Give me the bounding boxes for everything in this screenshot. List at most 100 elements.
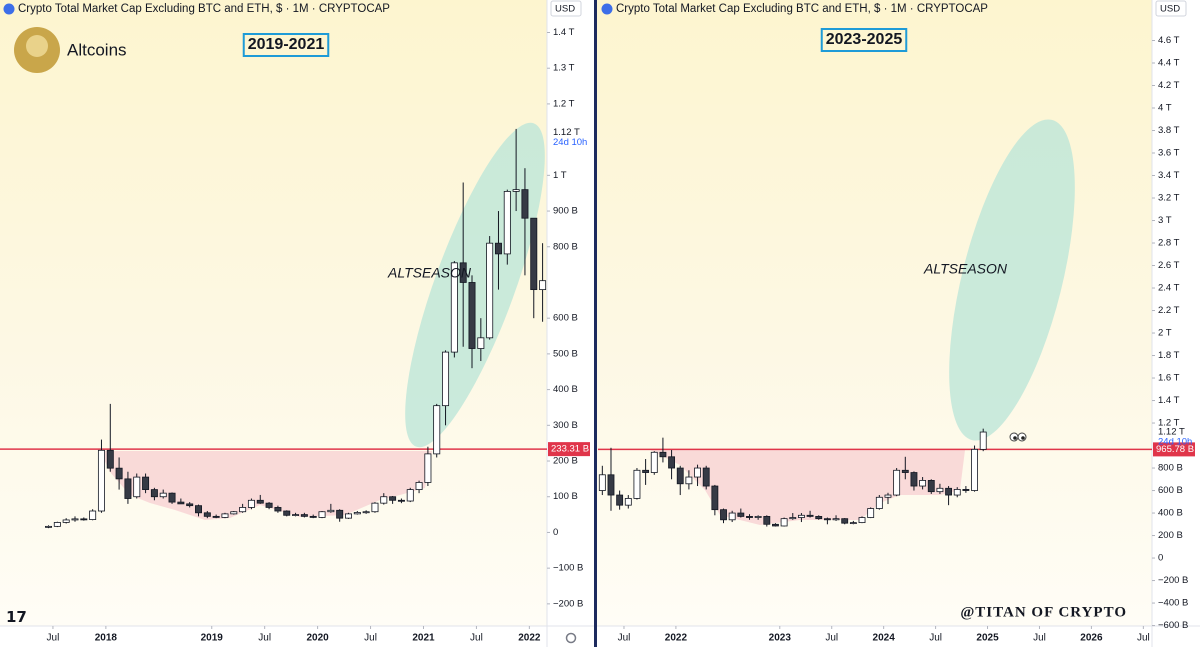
candle-body [884, 494, 892, 498]
y-tick-label: 1.2 T [553, 98, 575, 109]
candle-body [642, 469, 650, 473]
last-price-label: 1.12 T [553, 127, 580, 138]
candle-body [415, 482, 423, 490]
candle-body [124, 478, 132, 499]
candle-body [979, 431, 987, 450]
altseason-ellipse [949, 119, 1075, 441]
candle-body [389, 496, 397, 501]
symbol-icon [3, 3, 15, 15]
candle-body [823, 518, 831, 521]
candle-body [962, 489, 970, 491]
candle-body [247, 499, 255, 508]
y-tick-label: −600 B [1158, 620, 1188, 631]
candle-body [685, 476, 693, 485]
y-tick-label: 1.2 T [1158, 418, 1180, 429]
candle-body [336, 509, 344, 519]
y-tick-label: 1.8 T [1158, 350, 1180, 361]
candle-body [195, 505, 202, 514]
candle-body [616, 494, 624, 506]
y-tick-label: 0 [1158, 553, 1163, 564]
candle-body [106, 449, 114, 469]
x-tick-label: 2025 [976, 633, 999, 644]
candle-body [468, 282, 476, 349]
candle-body [539, 280, 547, 291]
x-tick-label: 2018 [95, 633, 118, 644]
candle-body [459, 262, 467, 283]
candle-body [97, 449, 105, 512]
candle-body [919, 480, 927, 487]
candle-body [910, 472, 918, 487]
candle-body [737, 512, 745, 517]
candle-body [806, 514, 814, 517]
settings-icon[interactable] [565, 632, 577, 644]
y-tick-label: 200 B [553, 456, 578, 467]
candle-body [711, 485, 719, 511]
y-tick-label: −400 B [1158, 598, 1188, 609]
y-tick-label: −100 B [553, 563, 583, 574]
x-tick-label: 2023 [769, 633, 792, 644]
candle-body [442, 351, 450, 407]
last-price-label: 1.12 T [1158, 427, 1185, 438]
candle-body [772, 523, 779, 527]
candle-body [720, 509, 727, 521]
candle-body [936, 487, 944, 493]
candle-body [371, 502, 379, 513]
candle-body [763, 516, 771, 525]
price-axis-strip [547, 0, 595, 626]
y-tick-label: 2.2 T [1158, 305, 1180, 316]
candle-body [694, 467, 701, 478]
candle-body [624, 498, 632, 506]
candle-body [832, 518, 840, 521]
currency: USD [1160, 4, 1180, 15]
x-tick-label: 2021 [412, 633, 435, 644]
candle-body [345, 513, 352, 519]
candle-body [212, 515, 220, 518]
candle-body [380, 496, 388, 504]
candle-body [62, 519, 70, 523]
currency-box[interactable] [1155, 0, 1187, 17]
tv-logo[interactable]: 𝟭𝟳 [6, 609, 27, 626]
candle-body [780, 518, 788, 527]
candle-body [239, 507, 247, 513]
y-tick-label: 0 [553, 527, 558, 538]
candle-body [256, 499, 264, 504]
x-tick-label: Jul [258, 633, 271, 644]
y-tick-label: 2 T [1158, 328, 1172, 339]
y-tick-label: 400 B [553, 384, 578, 395]
price-axis-strip [1152, 0, 1200, 626]
y-tick-label: 3.8 T [1158, 125, 1180, 136]
candle-body [433, 405, 441, 455]
candle-body [893, 469, 901, 496]
candle-body [971, 448, 978, 491]
candle-body [362, 511, 370, 514]
y-tick-label: 1.3 T [553, 63, 575, 74]
range-box [242, 33, 330, 57]
time-axis-strip [0, 626, 1200, 647]
candle-body [292, 514, 300, 516]
y-tick-label: −200 B [1158, 575, 1188, 586]
x-tick-label: Jul [1137, 633, 1150, 644]
eyes-emoji [1021, 436, 1025, 440]
range-box [820, 28, 908, 52]
y-tick-label: 400 B [1158, 508, 1183, 519]
candle-body [728, 512, 736, 521]
x-tick-label: Jul [364, 633, 377, 644]
candle-body [424, 453, 432, 483]
candle-body [503, 191, 511, 255]
candle-body [115, 467, 123, 480]
y-tick-label: 3.6 T [1158, 148, 1180, 159]
candle-body [815, 516, 823, 520]
currency-box[interactable] [550, 0, 582, 17]
candle-body [746, 516, 753, 518]
candle-body [668, 456, 676, 469]
candle-body [486, 242, 494, 339]
level-label: 965.78 B [1156, 444, 1194, 455]
candle-body [927, 480, 935, 493]
candle-body [265, 502, 273, 508]
candle-body [186, 503, 194, 507]
candle-body [849, 522, 857, 525]
y-tick-label: 600 B [1158, 485, 1183, 496]
y-tick-label: 600 B [553, 313, 578, 324]
candle-body [754, 516, 762, 518]
